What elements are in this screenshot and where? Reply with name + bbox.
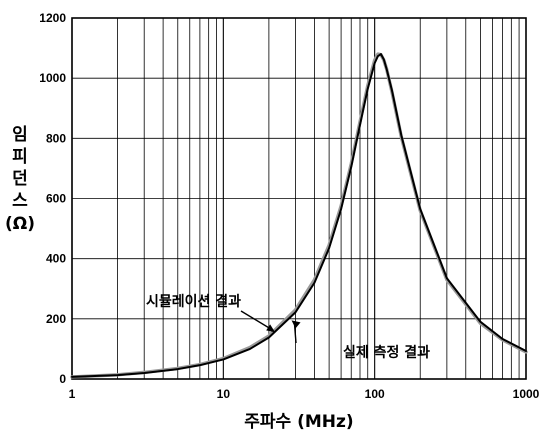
x-tick-labels: 1 10 100 1000: [69, 387, 540, 401]
grid: [71, 17, 526, 380]
series-line-1: [71, 53, 527, 378]
series-line-0: [70, 52, 528, 379]
y-axis-title-part: 스: [12, 191, 28, 211]
x-axis-title: 주파수 (MHz): [244, 412, 353, 432]
y-axis-title-part: 피: [12, 147, 28, 167]
x-tick-label: 100: [365, 387, 385, 401]
y-tick-label: 0: [59, 372, 66, 386]
y-axis-title-part: 던: [12, 169, 28, 189]
y-tick-label: 600: [46, 192, 66, 206]
y-tick-label: 200: [46, 312, 66, 326]
annotation-leader: [240, 310, 274, 331]
y-tick-label: 1000: [39, 71, 66, 85]
annotation-label: 시뮬레이션 결과: [146, 293, 241, 310]
plot-frame: [71, 17, 527, 380]
annotation-leader: [293, 324, 297, 344]
x-tick-label: 1000: [513, 387, 540, 401]
annotation-arrowhead: [266, 324, 276, 333]
y-tick-label: 800: [46, 131, 66, 145]
x-tick-label: 10: [217, 387, 231, 401]
y-axis-title-part: 임: [12, 124, 28, 145]
annotation-arrowhead: [291, 320, 301, 329]
y-tick-labels: 0 200 400 600 800 1000 1200: [39, 11, 66, 386]
y-axis-title-part: (Ω): [5, 214, 35, 234]
x-tick-label: 1: [69, 387, 76, 401]
series-layer: [70, 52, 528, 379]
y-tick-label: 400: [46, 252, 66, 266]
y-tick-label: 1200: [39, 11, 66, 25]
annotation-label: 실제 측정 결과: [343, 344, 430, 361]
